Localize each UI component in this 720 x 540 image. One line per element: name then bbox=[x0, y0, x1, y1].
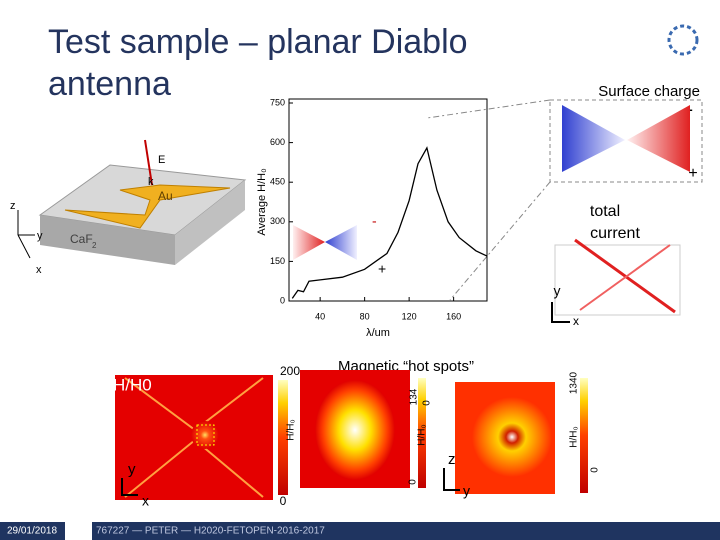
sketch-label: Au bbox=[158, 189, 173, 203]
footer-bar bbox=[92, 522, 720, 540]
plot: 0 150 300 450 600 750 40 80 120 160 λ/um Average H/… bbox=[256, 97, 488, 339]
colorbar bbox=[580, 378, 588, 493]
y-axis-label: Average H/H₀ bbox=[256, 168, 268, 235]
pointer bbox=[449, 181, 551, 301]
pointer bbox=[426, 99, 551, 119]
logo bbox=[667, 24, 699, 56]
y-tick-label: 150 bbox=[270, 256, 285, 266]
y-tick-label: 450 bbox=[270, 177, 285, 187]
colorbar-max: 200 bbox=[280, 364, 300, 378]
x-tick-label: 120 bbox=[402, 311, 417, 321]
colorbar-label: H/H₀ bbox=[569, 426, 580, 447]
sketch-label: k bbox=[148, 176, 154, 188]
footer-date: 29/01/2018 bbox=[7, 526, 57, 537]
axis-label: y bbox=[128, 461, 136, 478]
sketch-label: CaF bbox=[70, 232, 93, 246]
y-tick-label: 0 bbox=[280, 295, 285, 305]
surface-charge-label: Surface charge bbox=[598, 83, 700, 100]
map-charge: - bbox=[372, 213, 377, 229]
sketch-axis: x bbox=[36, 264, 42, 276]
plot-frame bbox=[288, 98, 488, 302]
axis-glyph bbox=[121, 478, 138, 496]
current-arrow bbox=[579, 244, 671, 311]
map-feature bbox=[472, 397, 552, 477]
axis-label: y bbox=[463, 483, 470, 499]
current-box bbox=[554, 244, 681, 316]
charge-lobe bbox=[562, 105, 625, 172]
map-lobe bbox=[293, 225, 325, 260]
map-label: H/H0 bbox=[113, 375, 152, 394]
axis-label: x bbox=[573, 314, 579, 328]
x-tick-label: 80 bbox=[360, 311, 370, 321]
current-label: current bbox=[590, 225, 640, 242]
colorbar-label: H/H₀ bbox=[417, 424, 428, 445]
colorbar-max: 134 bbox=[409, 388, 420, 405]
axis-glyph bbox=[551, 302, 570, 323]
axis-label: x bbox=[142, 493, 149, 509]
curve bbox=[291, 146, 488, 299]
sketch-axis: z bbox=[10, 200, 16, 212]
axis-glyph bbox=[443, 468, 460, 491]
charge-lobe bbox=[627, 105, 690, 172]
axis-label: y bbox=[554, 283, 561, 299]
colorbar-min: 0 bbox=[408, 479, 419, 485]
colorbar-min: 0 bbox=[422, 400, 433, 406]
sample-sketch bbox=[38, 139, 247, 265]
sketch-label: 2 bbox=[92, 241, 97, 250]
colorbar-min: 0 bbox=[280, 494, 287, 508]
map-lobe bbox=[325, 225, 357, 260]
sketch-axis-glyph bbox=[17, 210, 35, 259]
y-tick-label: 300 bbox=[270, 216, 285, 226]
colorbar-label: H/H₀ bbox=[286, 419, 297, 440]
map-feature bbox=[191, 421, 219, 449]
colorbar bbox=[278, 380, 288, 495]
x-axis-label: λ/um bbox=[366, 327, 390, 339]
colorbar-max: 1340 bbox=[569, 371, 580, 394]
title: antenna bbox=[48, 65, 171, 103]
colorbar bbox=[418, 378, 426, 488]
footer-date-box bbox=[0, 522, 65, 540]
footer-project: 767227 — PETER — H2020-FETOPEN-2016-2017 bbox=[96, 526, 325, 537]
sketch-axis: y bbox=[37, 230, 43, 242]
axis-label: z bbox=[448, 451, 456, 468]
colorbar-min: 0 bbox=[590, 467, 601, 473]
map-feature bbox=[315, 380, 395, 480]
dashed-box bbox=[549, 99, 703, 183]
charge-plus: + bbox=[688, 165, 697, 182]
x-tick-label: 160 bbox=[446, 311, 461, 321]
y-tick-label: 750 bbox=[270, 97, 285, 107]
map-feature bbox=[196, 424, 215, 446]
x-tick-label: 40 bbox=[315, 311, 325, 321]
sketch-label: E bbox=[158, 154, 165, 166]
title: Test sample – planar Diablo bbox=[48, 23, 468, 61]
map-charge: + bbox=[378, 261, 386, 277]
current-label: total bbox=[590, 203, 620, 220]
current-arrow bbox=[574, 238, 676, 314]
y-tick-label: 600 bbox=[270, 137, 285, 147]
